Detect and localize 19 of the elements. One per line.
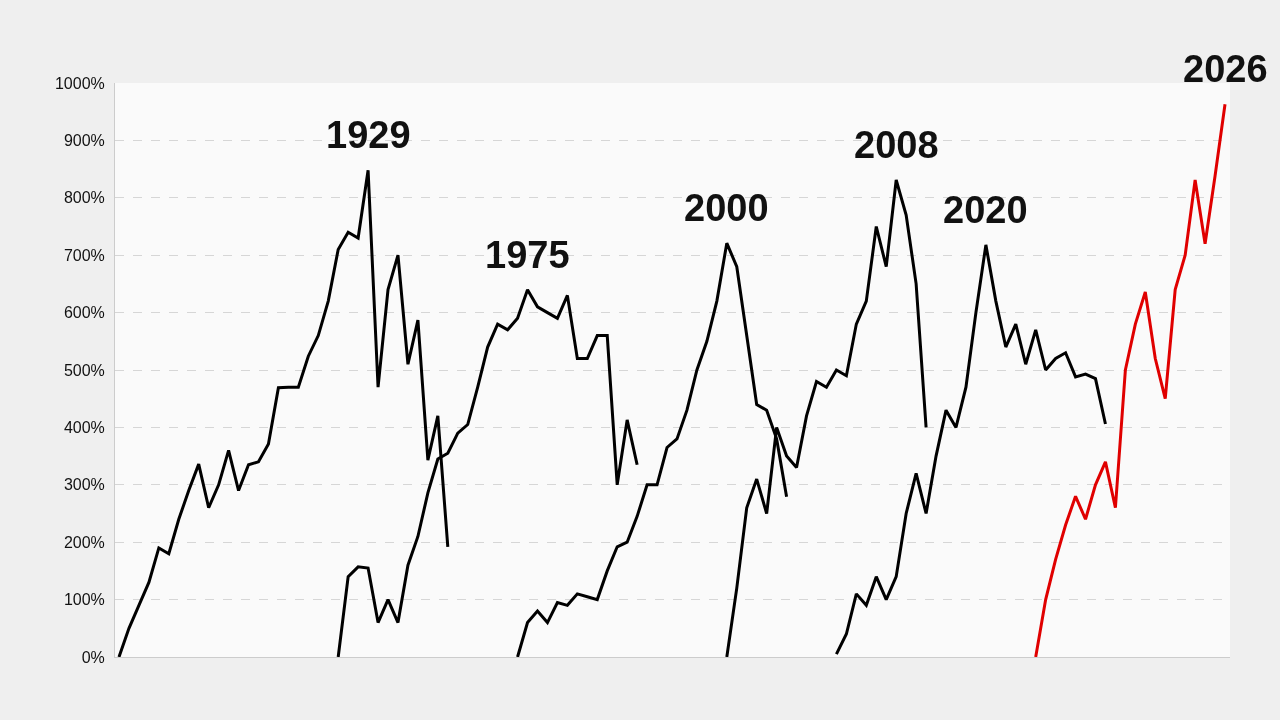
series-label: 2026 bbox=[1183, 48, 1268, 90]
line-series bbox=[1034, 102, 1227, 657]
y-tick-label: 700% bbox=[63, 246, 105, 264]
y-tick-label: 1000% bbox=[54, 74, 105, 92]
series-label: 2008 bbox=[854, 124, 939, 166]
series-label: 1975 bbox=[485, 234, 570, 276]
y-tick-label: 500% bbox=[63, 361, 105, 379]
series-label: 2020 bbox=[943, 189, 1028, 231]
y-tick-label: 600% bbox=[63, 304, 105, 322]
y-tick-label: 300% bbox=[63, 476, 105, 494]
series-label: 1929 bbox=[326, 114, 411, 156]
y-tick-label: 0% bbox=[81, 648, 105, 666]
y-tick-label: 100% bbox=[63, 591, 105, 609]
y-tick-label: 400% bbox=[63, 419, 105, 436]
series-label: 2000 bbox=[684, 187, 769, 229]
line-series bbox=[834, 243, 1107, 656]
y-tick-label: 900% bbox=[63, 132, 105, 149]
y-tick-label: 800% bbox=[63, 189, 105, 207]
y-tick-label: 200% bbox=[63, 533, 105, 551]
